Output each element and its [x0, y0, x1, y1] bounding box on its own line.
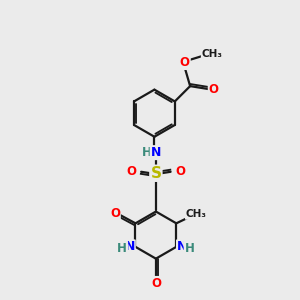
Text: O: O: [127, 165, 136, 178]
Text: O: O: [110, 207, 120, 220]
Text: H: H: [142, 146, 152, 159]
Text: O: O: [209, 82, 219, 95]
Text: CH₃: CH₃: [202, 49, 223, 59]
Text: O: O: [175, 165, 185, 178]
Text: O: O: [151, 277, 161, 290]
Text: O: O: [180, 56, 190, 69]
Text: CH₃: CH₃: [186, 209, 207, 219]
Text: H: H: [184, 242, 194, 255]
Text: N: N: [177, 240, 188, 254]
Text: N: N: [151, 146, 161, 159]
Text: N: N: [124, 240, 135, 254]
Text: S: S: [150, 166, 161, 181]
Text: H: H: [117, 242, 127, 255]
